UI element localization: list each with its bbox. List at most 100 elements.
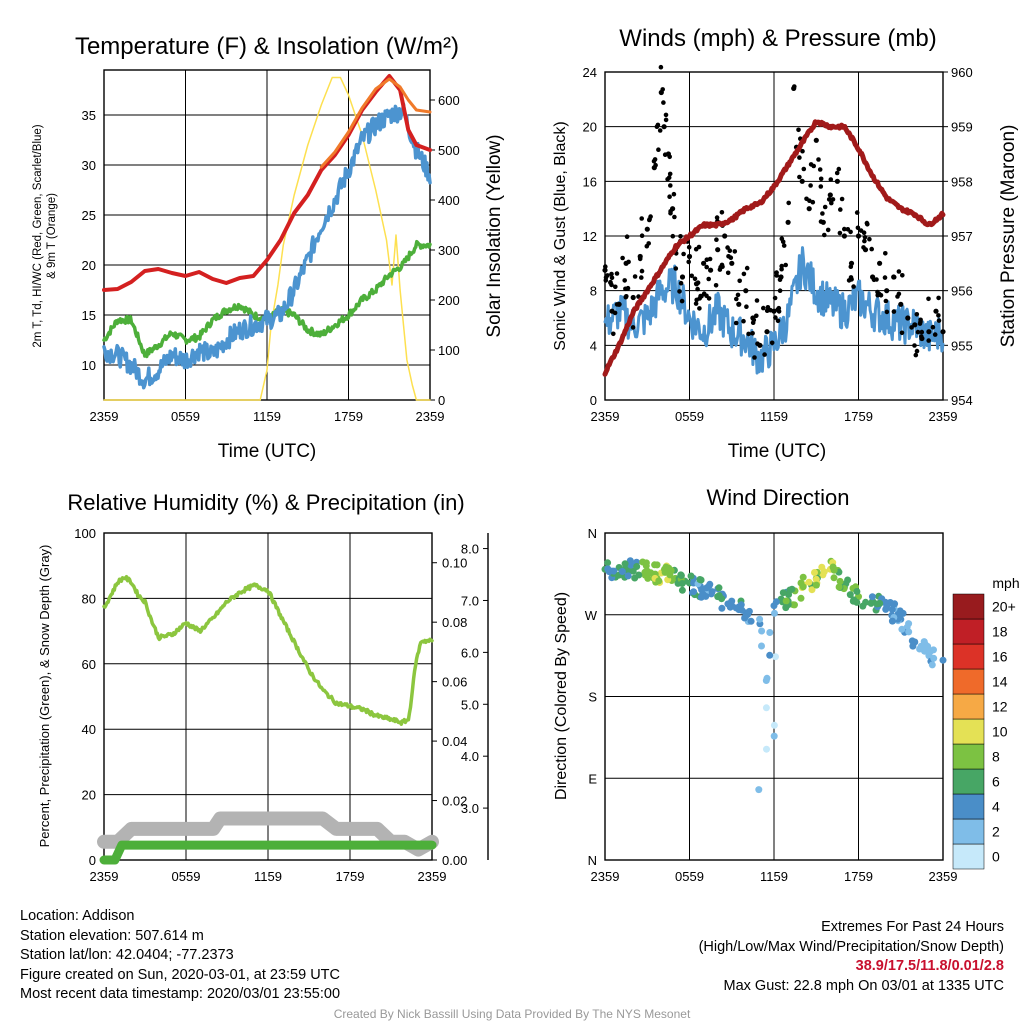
direction-point (697, 576, 705, 584)
gust-point (663, 112, 669, 118)
precip-tick-label: 0.08 (442, 615, 467, 630)
direction-point (687, 572, 695, 580)
gust-point (644, 226, 650, 232)
colorbar-label: 6 (992, 774, 1000, 790)
gust-point (670, 233, 676, 239)
gust-point (926, 329, 932, 335)
y-tick-label: 8 (590, 284, 597, 299)
direction-point (715, 584, 723, 592)
gust-point (609, 275, 615, 281)
y2-tick-label: 400 (438, 193, 460, 208)
x-tick-label: 1159 (760, 409, 788, 424)
direction-point (811, 569, 818, 576)
gust-point (896, 291, 902, 297)
gust-point (614, 271, 620, 276)
gust-point (671, 191, 677, 197)
gust-point (686, 259, 691, 265)
gust-point (884, 288, 890, 294)
colorbar-label: 14 (992, 674, 1008, 690)
gust-point (614, 302, 620, 307)
gust-point (624, 294, 629, 299)
gust-point (679, 274, 686, 280)
gust-point (678, 280, 684, 286)
gust-point (926, 338, 931, 343)
gust-point (706, 276, 711, 282)
gust-point (764, 308, 770, 314)
gust-point (822, 232, 827, 238)
snow-tick-label: 8.0 (461, 542, 479, 557)
gust-point (818, 184, 824, 189)
series-2m-t (102, 74, 432, 292)
direction-point (916, 645, 924, 653)
y-tick-label: 20 (82, 258, 96, 273)
precip-tick-label: 0.00 (442, 853, 467, 868)
colorbar-swatch (952, 693, 985, 720)
direction-point (849, 597, 857, 605)
gust-point (677, 289, 682, 294)
gust-point (837, 230, 843, 236)
gust-point (695, 286, 700, 292)
gust-point (816, 157, 821, 162)
gust-point (915, 329, 921, 335)
gust-point (769, 340, 775, 346)
gust-point (701, 260, 707, 266)
gust-point (679, 298, 685, 304)
gust-point (752, 355, 757, 360)
gust-point (786, 200, 791, 206)
winds-y2label: Station Pressure (Maroon) (998, 125, 1019, 348)
gust-point (667, 171, 673, 177)
direction-point (655, 577, 663, 585)
gust-point (855, 233, 862, 239)
gust-point (882, 275, 888, 280)
y-tick-label: 100 (74, 526, 96, 541)
direction-point (805, 578, 813, 586)
series-station-pressure (602, 119, 946, 377)
winds-ylabel: Sonic Wind & Gust (Blue, Black) (552, 121, 569, 350)
gust-point (603, 264, 608, 269)
gust-point (862, 235, 868, 240)
colorbar-swatch (952, 593, 985, 620)
extremes-subtitle: (High/Low/Max Wind/Precipitation/Snow De… (698, 938, 1004, 955)
gust-point (774, 273, 779, 278)
gust-point (796, 127, 801, 133)
colorbar-title: mph (992, 575, 1019, 591)
gust-point (639, 233, 645, 238)
gust-point (660, 87, 665, 92)
direction-point (899, 609, 907, 617)
direction-point (779, 589, 787, 597)
x-tick-label: 1759 (334, 409, 363, 424)
gust-point (624, 234, 630, 239)
gust-point (912, 343, 917, 348)
gust-point (732, 249, 738, 254)
y-tick-label: 24 (583, 65, 597, 80)
gust-point (751, 317, 757, 323)
gust-point (775, 318, 781, 324)
temperature-xlabel: Time (UTC) (218, 441, 317, 462)
wind-direction-ylabel: Direction (Colored By Speed) (553, 592, 570, 800)
gust-point (744, 265, 750, 271)
series-hi-wc (102, 102, 432, 390)
series-sonic-wind (603, 246, 945, 375)
direction-point (908, 637, 916, 645)
gust-point (665, 177, 670, 182)
y2-tick-label: 955 (951, 338, 973, 353)
gust-point (785, 219, 791, 225)
humidity-title: Relative Humidity (%) & Precipitation (i… (67, 490, 464, 515)
gust-point (813, 137, 819, 143)
gust-point (706, 296, 712, 301)
gust-point (654, 124, 660, 129)
gust-point (909, 325, 914, 330)
y-tick-label: 25 (82, 208, 96, 223)
gust-point (779, 263, 784, 269)
x-tick-label: 1759 (844, 409, 873, 424)
gust-point (838, 207, 843, 212)
x-tick-label: 0559 (172, 869, 201, 884)
gust-point (605, 273, 610, 278)
gust-point (667, 154, 672, 160)
gust-point (871, 277, 877, 283)
gust-point (743, 288, 749, 294)
precip-tick-label: 0.10 (442, 556, 467, 571)
direction-point (747, 617, 755, 625)
gust-point (681, 251, 686, 257)
gust-point (883, 298, 889, 304)
